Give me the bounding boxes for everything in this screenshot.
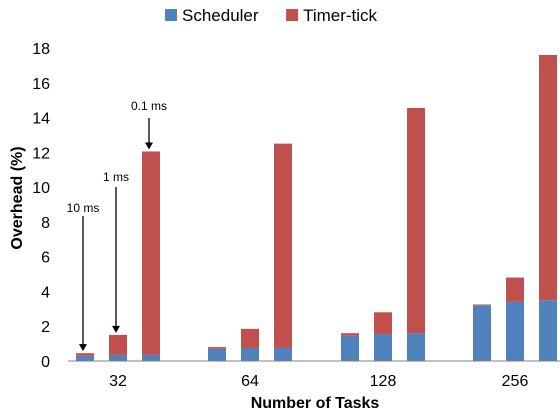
y-axis: 0 2 4 6 8 10 12 14 16 18	[32, 41, 50, 371]
bar-timer-tick-32-1	[76, 353, 94, 356]
bar-scheduler-128-1	[341, 335, 359, 361]
bar-timer-tick-256-2	[506, 277, 524, 302]
legend-label: Timer-tick	[303, 6, 377, 25]
annotations: 10 ms 1 ms 0.1 ms	[67, 99, 167, 352]
bar-scheduler-32-3	[142, 354, 160, 361]
annotation-arrow-head	[112, 325, 120, 333]
bar-timer-tick-64-1	[208, 347, 226, 349]
y-tick-label: 2	[41, 319, 50, 336]
bar-timer-tick-128-2	[374, 312, 392, 335]
legend-swatch-scheduler	[165, 9, 177, 21]
bar-timer-tick-128-1	[341, 333, 359, 336]
x-axis-title: Number of Tasks	[251, 395, 380, 412]
bar-timer-tick-32-2	[109, 334, 127, 355]
bar-scheduler-64-3	[274, 347, 292, 361]
bar-scheduler-64-1	[208, 348, 226, 361]
bar-timer-tick-32-3	[142, 151, 160, 355]
x-axis: 32 64 128 256	[68, 360, 560, 390]
bar-timer-tick-64-2	[241, 328, 259, 348]
x-tick-label: 256	[502, 373, 529, 390]
annotation-arrow-head	[145, 142, 153, 150]
bar-scheduler-256-2	[506, 301, 524, 361]
x-tick-label: 128	[370, 373, 397, 390]
bar-scheduler-32-2	[109, 354, 127, 361]
bar-scheduler-128-2	[374, 334, 392, 361]
y-tick-label: 6	[41, 250, 50, 267]
bar-scheduler-256-3	[539, 300, 557, 361]
legend-swatch-timer-tick	[286, 9, 299, 21]
y-tick-label: 16	[32, 76, 50, 93]
y-tick-label: 8	[41, 215, 50, 232]
bar-timer-tick-256-3	[539, 54, 557, 301]
bar-timer-tick-256-1	[473, 304, 491, 306]
y-tick-label: 12	[32, 145, 50, 162]
y-tick-label: 18	[32, 41, 50, 58]
x-tick-label: 64	[241, 373, 259, 390]
bar-scheduler-64-2	[241, 347, 259, 361]
x-tick-label: 32	[109, 373, 127, 390]
bar-scheduler-256-1	[473, 305, 491, 361]
bar-timer-tick-128-3	[407, 107, 425, 334]
annotation-label: 0.1 ms	[131, 99, 167, 113]
y-axis-title: Overhead (%)	[9, 146, 26, 249]
y-tick-label: 4	[41, 284, 50, 301]
bar-scheduler-32-1	[76, 355, 94, 361]
bars	[76, 54, 557, 361]
y-tick-label: 0	[41, 354, 50, 371]
y-tick-label: 10	[32, 180, 50, 197]
y-tick-label: 14	[32, 111, 50, 128]
legend-label: Scheduler	[182, 6, 259, 25]
bar-timer-tick-64-3	[274, 143, 292, 348]
annotation-label: 10 ms	[67, 201, 100, 215]
bar-scheduler-128-3	[407, 333, 425, 361]
annotation-label: 1 ms	[103, 170, 129, 184]
annotation-arrow-head	[79, 344, 87, 352]
legend: Scheduler Timer-tick	[165, 6, 378, 25]
